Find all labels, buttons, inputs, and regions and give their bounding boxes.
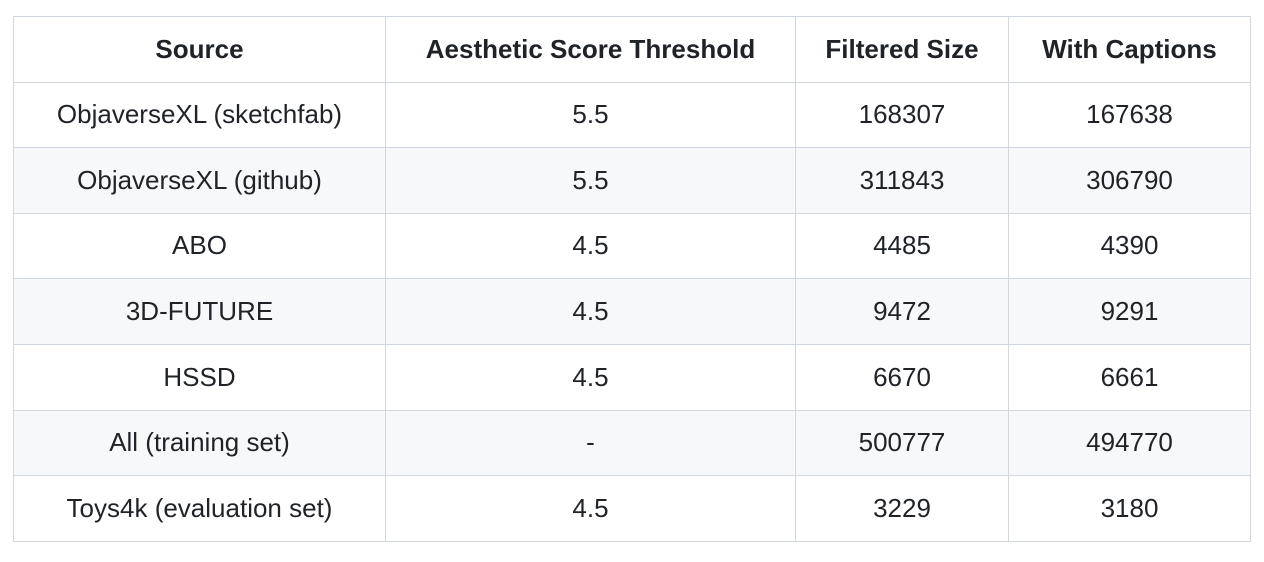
cell-threshold: 4.5: [385, 212, 796, 280]
cell-source: HSSD: [13, 343, 386, 411]
cell-source: All (training set): [13, 409, 386, 477]
cell-with-captions: 9291: [1008, 278, 1251, 345]
cell-filtered-size: 500777: [795, 409, 1009, 477]
cell-threshold: 5.5: [385, 147, 796, 214]
table-row: Toys4k (evaluation set) 4.5 3229 3180: [13, 475, 1251, 542]
cell-with-captions: 494770: [1008, 409, 1251, 477]
table-row: 3D-FUTURE 4.5 9472 9291: [13, 278, 1251, 345]
cell-filtered-size: 6670: [795, 343, 1009, 411]
cell-source: ABO: [13, 212, 386, 280]
cell-threshold: 4.5: [385, 278, 796, 345]
cell-source: ObjaverseXL (sketchfab): [13, 81, 386, 149]
column-header-source: Source: [13, 16, 386, 83]
cell-filtered-size: 168307: [795, 81, 1009, 149]
table-row: HSSD 4.5 6670 6661: [13, 343, 1251, 411]
table-row: ABO 4.5 4485 4390: [13, 212, 1251, 280]
cell-threshold: -: [385, 409, 796, 477]
table-row: ObjaverseXL (github) 5.5 311843 306790: [13, 147, 1251, 214]
cell-with-captions: 3180: [1008, 475, 1251, 542]
cell-with-captions: 167638: [1008, 81, 1251, 149]
cell-threshold: 4.5: [385, 475, 796, 542]
cell-threshold: 4.5: [385, 343, 796, 411]
cell-with-captions: 4390: [1008, 212, 1251, 280]
cell-source: 3D-FUTURE: [13, 278, 386, 345]
cell-filtered-size: 4485: [795, 212, 1009, 280]
cell-with-captions: 6661: [1008, 343, 1251, 411]
cell-filtered-size: 311843: [795, 147, 1009, 214]
column-header-with-captions: With Captions: [1008, 16, 1251, 83]
cell-filtered-size: 9472: [795, 278, 1009, 345]
column-header-filtered-size: Filtered Size: [795, 16, 1009, 83]
cell-source: ObjaverseXL (github): [13, 147, 386, 214]
dataset-filtering-table: Source Aesthetic Score Threshold Filtere…: [13, 16, 1251, 542]
table-row: All (training set) - 500777 494770: [13, 409, 1251, 477]
cell-source: Toys4k (evaluation set): [13, 475, 386, 542]
cell-filtered-size: 3229: [795, 475, 1009, 542]
cell-threshold: 5.5: [385, 81, 796, 149]
table-row: ObjaverseXL (sketchfab) 5.5 168307 16763…: [13, 81, 1251, 149]
header-row: Source Aesthetic Score Threshold Filtere…: [13, 16, 1251, 83]
column-header-aesthetic-score-threshold: Aesthetic Score Threshold: [385, 16, 796, 83]
cell-with-captions: 306790: [1008, 147, 1251, 214]
